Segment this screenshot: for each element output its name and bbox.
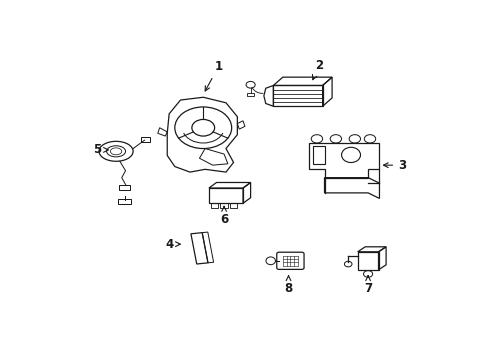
Text: 6: 6 <box>220 207 228 226</box>
Text: 5: 5 <box>93 143 108 157</box>
Text: 1: 1 <box>205 60 222 91</box>
Text: 7: 7 <box>363 276 371 295</box>
Text: 3: 3 <box>383 159 406 172</box>
Text: 2: 2 <box>312 59 322 80</box>
Text: 8: 8 <box>284 276 292 295</box>
Text: 4: 4 <box>164 238 180 251</box>
